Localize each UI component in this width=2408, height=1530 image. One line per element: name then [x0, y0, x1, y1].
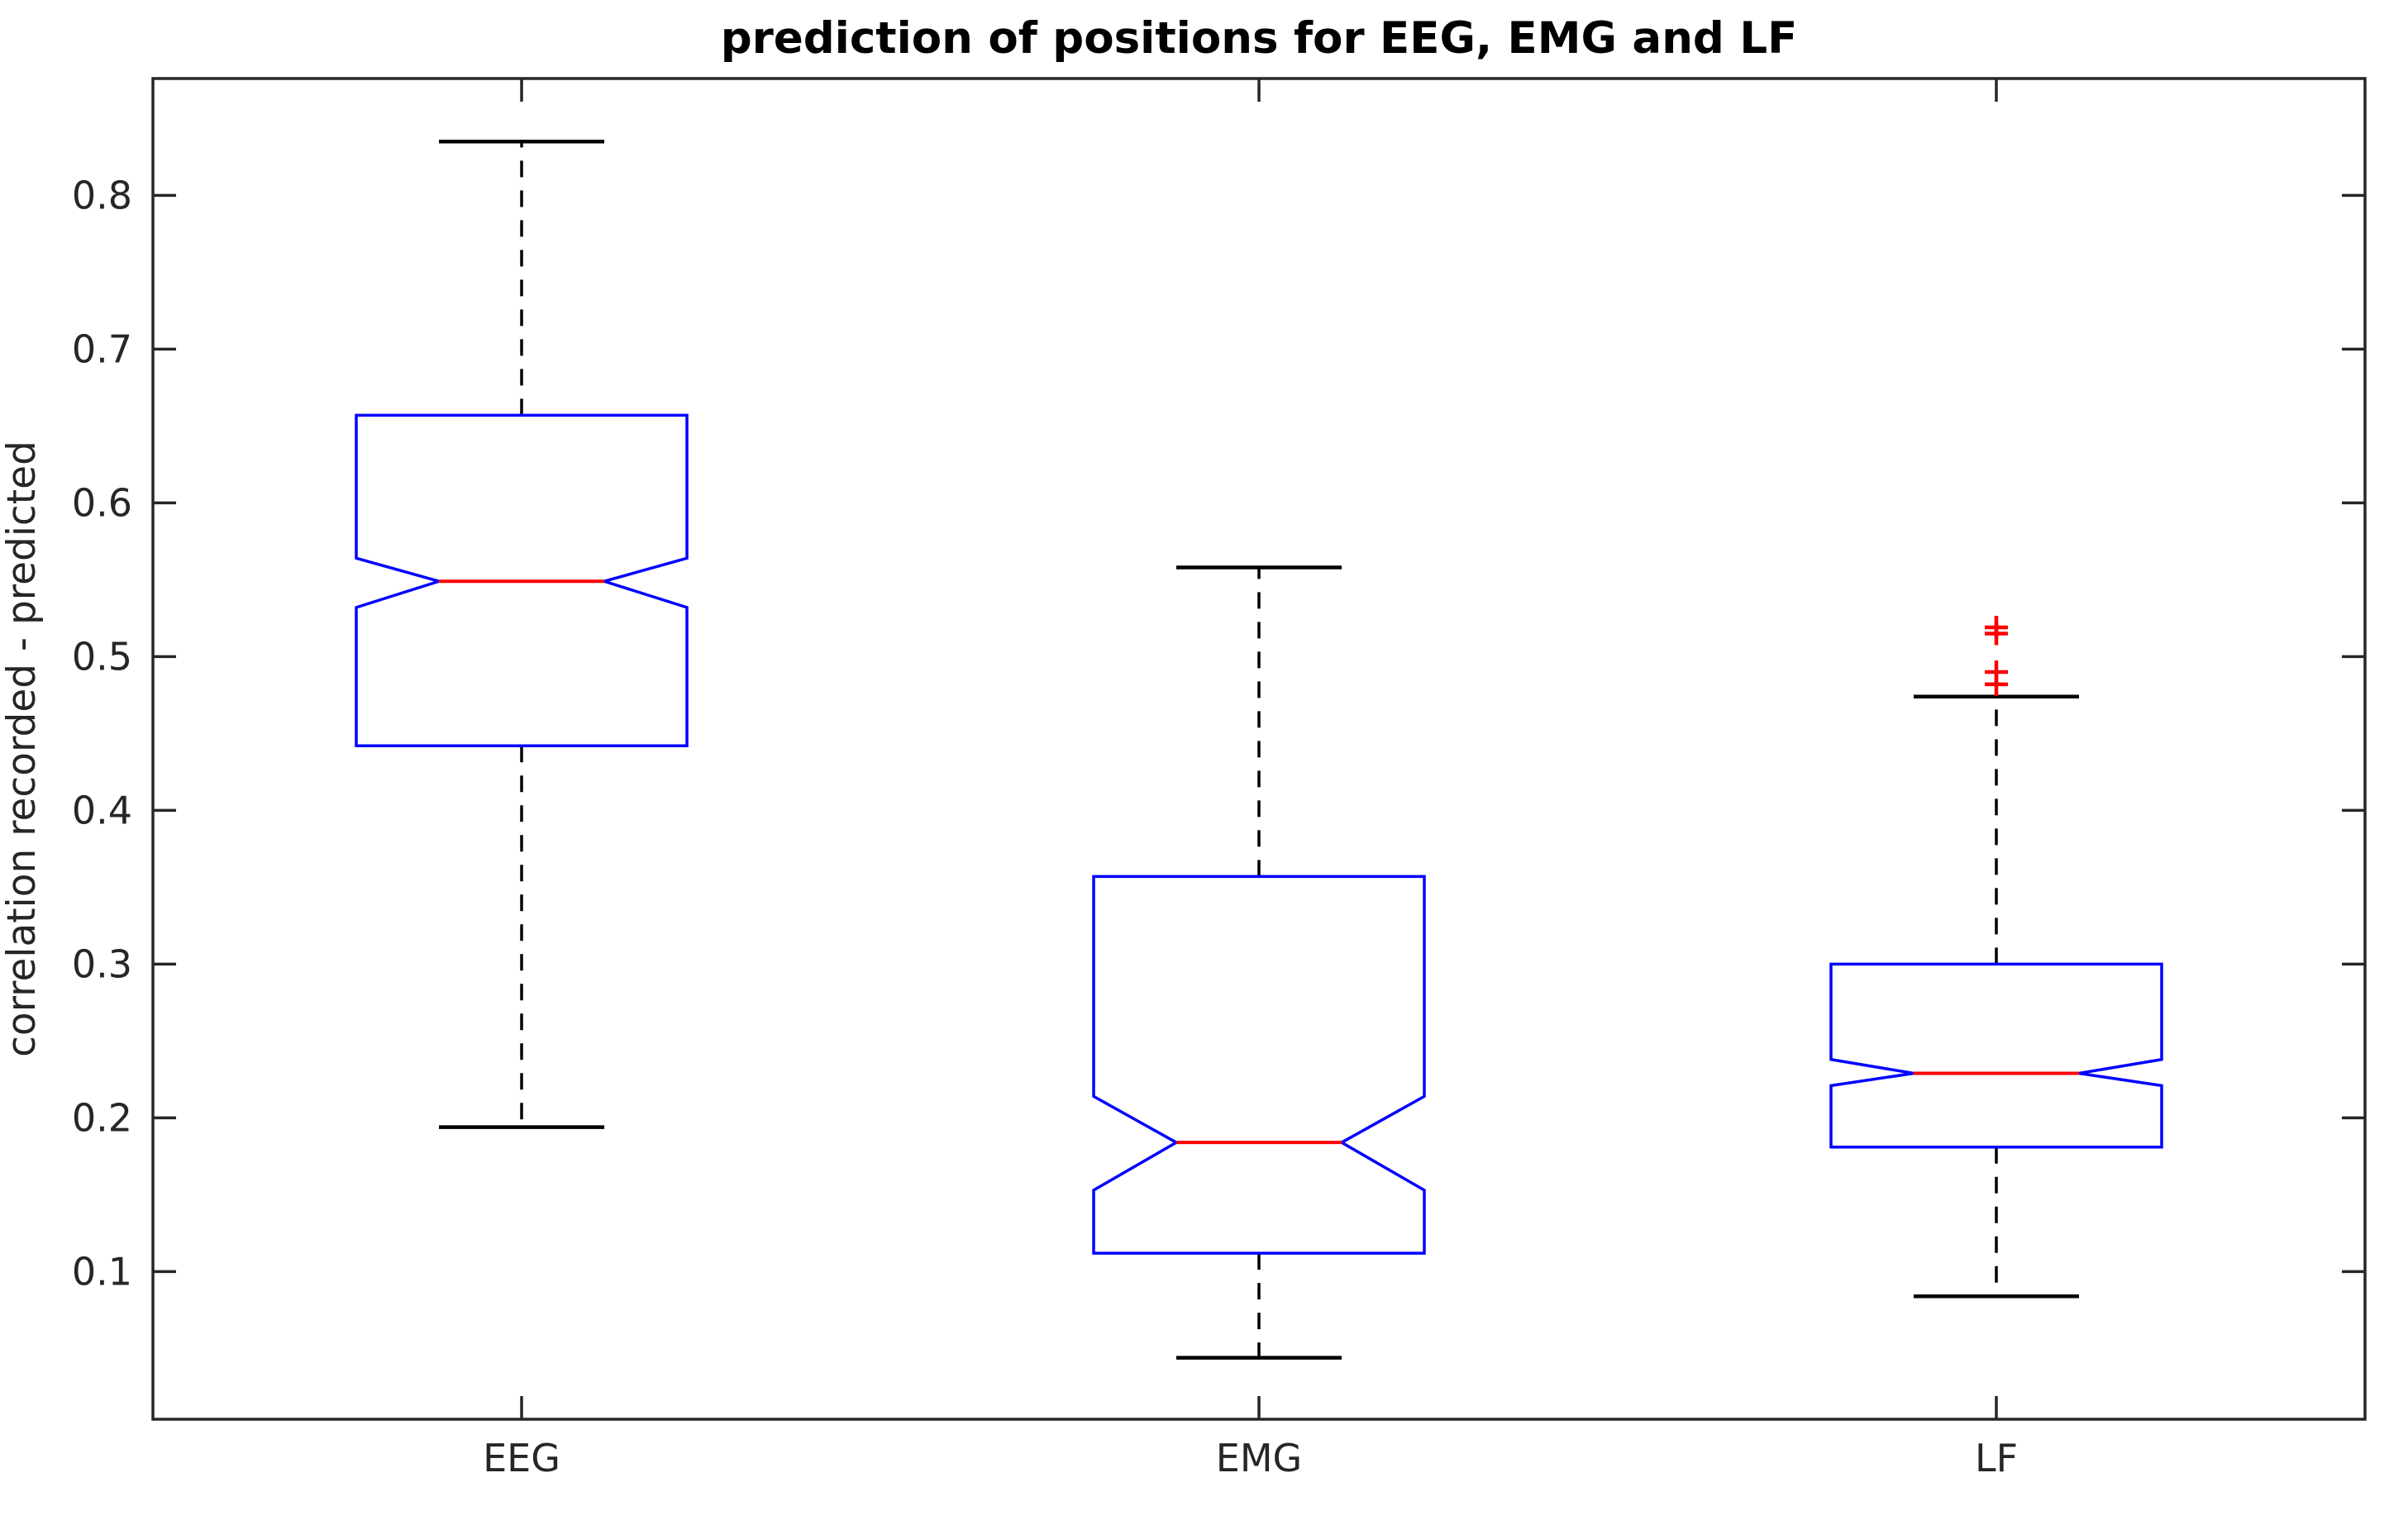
notched-box-EEG [355, 413, 689, 748]
y-tick-label: 0.1 [72, 1249, 132, 1294]
y-tick-label: 0.5 [72, 634, 132, 679]
y-tick-label: 0.2 [72, 1095, 132, 1140]
y-tick-label: 0.3 [72, 941, 132, 986]
y-tick-label: 0.6 [72, 480, 132, 525]
x-tick-label: EMG [1216, 1436, 1302, 1480]
y-axis-label: correlation recorded - predicted [0, 441, 45, 1057]
y-tick-label: 0.4 [72, 788, 132, 832]
x-tick-label: EEG [483, 1436, 560, 1480]
y-tick-label: 0.8 [72, 173, 132, 217]
notched-box-LF [1829, 962, 2163, 1149]
y-tick-label: 0.7 [72, 326, 132, 371]
chart-title: prediction of positions for EEG, EMG and… [721, 13, 1798, 64]
x-tick-label: LF [1975, 1436, 2018, 1480]
notched-box-EMG [1092, 875, 1426, 1255]
